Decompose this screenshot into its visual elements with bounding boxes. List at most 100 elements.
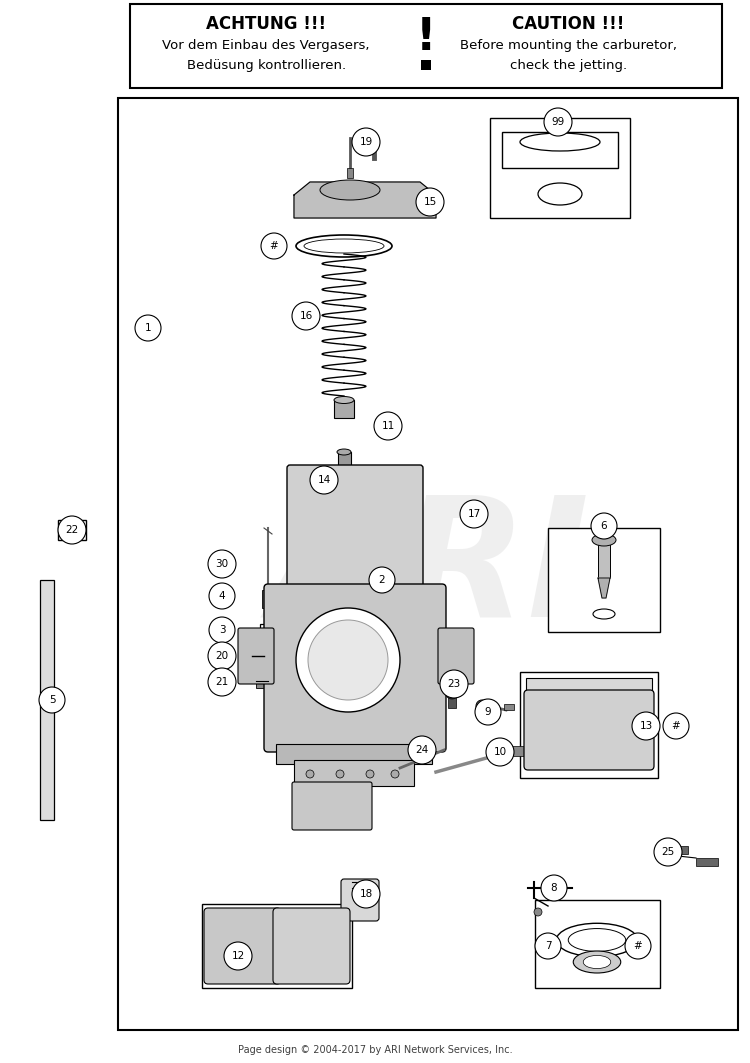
Text: ARI: ARI: [270, 489, 590, 652]
Bar: [202, 904, 352, 988]
Bar: [62, 528, 82, 536]
Text: 99: 99: [551, 117, 565, 126]
Bar: [526, 678, 652, 692]
Circle shape: [535, 933, 561, 959]
Text: 15: 15: [423, 197, 436, 207]
Circle shape: [209, 583, 235, 609]
Text: Bedüsung kontrollieren.: Bedüsung kontrollieren.: [187, 60, 346, 72]
Text: 17: 17: [467, 509, 481, 519]
Ellipse shape: [320, 180, 380, 200]
Ellipse shape: [334, 396, 354, 404]
Circle shape: [58, 516, 86, 544]
Text: Vor dem Einbau des Vergasers,: Vor dem Einbau des Vergasers,: [163, 39, 370, 52]
FancyBboxPatch shape: [524, 690, 654, 770]
Bar: [535, 900, 660, 988]
Text: 11: 11: [381, 421, 394, 431]
Bar: [421, 60, 431, 70]
Text: Page design © 2004-2017 by ARI Network Services, Inc.: Page design © 2004-2017 by ARI Network S…: [238, 1045, 512, 1054]
Text: Before mounting the carburetor,: Before mounting the carburetor,: [460, 39, 676, 52]
FancyBboxPatch shape: [294, 760, 414, 786]
Text: #: #: [270, 241, 278, 251]
Bar: [520, 672, 658, 778]
Circle shape: [544, 108, 572, 136]
Circle shape: [391, 770, 399, 778]
Text: check the jetting.: check the jetting.: [509, 60, 627, 72]
Ellipse shape: [592, 534, 616, 546]
Circle shape: [352, 880, 380, 908]
Text: 5: 5: [49, 695, 55, 705]
Bar: [598, 538, 610, 578]
Text: CAUTION !!!: CAUTION !!!: [512, 15, 624, 33]
Polygon shape: [598, 578, 610, 598]
FancyBboxPatch shape: [204, 908, 281, 984]
Circle shape: [352, 128, 380, 156]
Text: !: !: [416, 17, 436, 60]
Circle shape: [591, 513, 617, 539]
Circle shape: [39, 687, 65, 713]
Text: 13: 13: [639, 721, 652, 731]
Text: 12: 12: [231, 951, 244, 961]
Circle shape: [460, 500, 488, 528]
Circle shape: [366, 770, 374, 778]
Bar: [262, 590, 274, 608]
Bar: [58, 520, 86, 540]
Circle shape: [534, 908, 542, 916]
Circle shape: [308, 620, 388, 701]
Bar: [130, 4, 722, 88]
Circle shape: [486, 738, 514, 766]
Bar: [256, 674, 268, 688]
Circle shape: [306, 770, 314, 778]
FancyBboxPatch shape: [276, 744, 432, 764]
Text: 3: 3: [219, 625, 225, 635]
Circle shape: [310, 466, 338, 494]
Circle shape: [632, 712, 660, 740]
Text: 9: 9: [484, 707, 491, 718]
Circle shape: [541, 875, 567, 901]
Circle shape: [208, 642, 236, 670]
Circle shape: [292, 302, 320, 330]
Text: #: #: [634, 941, 642, 951]
Text: 21: 21: [215, 677, 229, 687]
Circle shape: [440, 670, 468, 698]
Circle shape: [208, 668, 236, 696]
Bar: [502, 132, 618, 168]
Bar: [548, 528, 660, 632]
Circle shape: [475, 699, 501, 725]
Text: 2: 2: [379, 575, 386, 585]
Circle shape: [408, 736, 436, 764]
Ellipse shape: [584, 956, 610, 968]
FancyBboxPatch shape: [292, 782, 372, 830]
Circle shape: [208, 550, 236, 578]
FancyBboxPatch shape: [438, 628, 474, 684]
Circle shape: [209, 617, 235, 643]
Text: 18: 18: [359, 889, 373, 899]
Bar: [696, 858, 718, 866]
Text: 6: 6: [601, 521, 608, 532]
Circle shape: [296, 608, 400, 712]
Circle shape: [261, 233, 287, 259]
Bar: [660, 846, 688, 854]
Bar: [334, 400, 354, 418]
Text: 16: 16: [299, 311, 313, 321]
Circle shape: [224, 942, 252, 971]
Text: 7: 7: [544, 941, 551, 951]
Circle shape: [336, 770, 344, 778]
Bar: [40, 580, 54, 820]
Circle shape: [445, 685, 459, 699]
Circle shape: [663, 713, 689, 739]
Circle shape: [625, 933, 651, 959]
Text: 22: 22: [65, 525, 79, 535]
Bar: [118, 98, 738, 1030]
Circle shape: [135, 315, 161, 341]
Bar: [347, 168, 353, 178]
FancyBboxPatch shape: [341, 879, 379, 921]
Ellipse shape: [251, 647, 265, 657]
FancyBboxPatch shape: [273, 908, 350, 984]
Circle shape: [369, 567, 395, 593]
Ellipse shape: [573, 951, 621, 973]
Bar: [490, 118, 630, 218]
Bar: [504, 704, 514, 710]
Text: 30: 30: [215, 559, 229, 569]
Text: 8: 8: [550, 883, 557, 893]
Text: 20: 20: [215, 651, 229, 661]
